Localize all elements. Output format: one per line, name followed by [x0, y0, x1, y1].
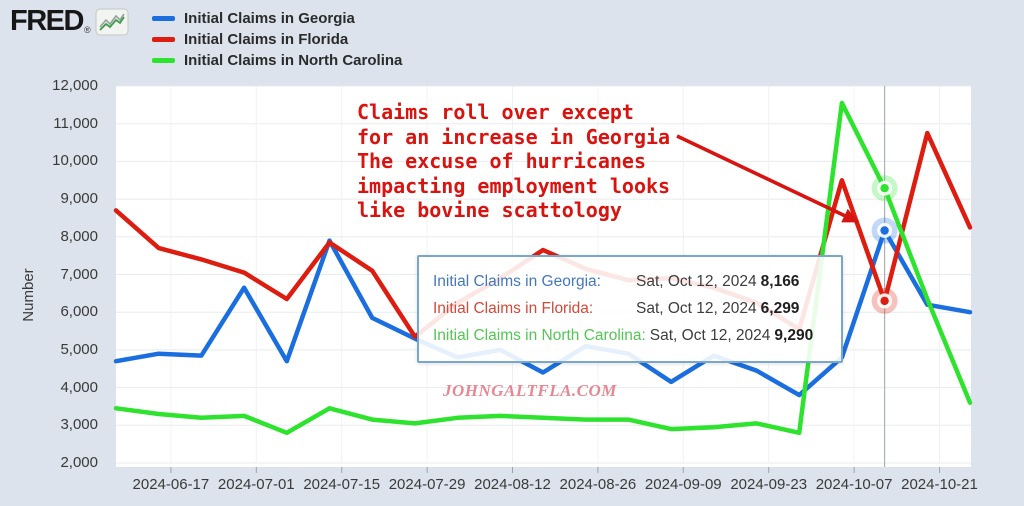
legend-item-georgia: Initial Claims in Georgia	[152, 8, 402, 29]
legend-dash-florida-icon	[152, 37, 175, 42]
tooltip-date-value: Sat, Oct 12, 2024 8,166	[636, 273, 799, 291]
y-axis-tick-label: 11,000	[53, 114, 98, 132]
y-axis-title: Number	[20, 268, 37, 322]
legend-label: Initial Claims in Florida	[184, 31, 349, 48]
tooltip-series-label: Initial Claims in Florida:	[433, 300, 594, 317]
x-axis-tick-label: 2024-07-15	[303, 476, 381, 493]
y-axis-tick-label: 7,000	[60, 265, 98, 283]
annotation-line: for an increase in Georgia	[357, 124, 671, 149]
x-axis-tick-label: 2024-08-26	[559, 476, 637, 493]
annotation-text: Claims roll over except for an increase …	[357, 100, 670, 223]
y-axis-tick-label: 8,000	[60, 227, 98, 245]
y-axis-tick-label: 12,000	[52, 77, 98, 94]
chart-legend: Initial Claims in Georgia Initial Claims…	[152, 8, 402, 71]
tooltip-row-north-carolina: Initial Claims in North Carolina: Sat, O…	[433, 327, 827, 345]
tooltip-date: Sat, Oct 12, 2024	[636, 300, 757, 317]
tooltip-date: Sat, Oct 12, 2024	[636, 273, 757, 290]
tooltip-series-label: Initial Claims in Georgia:	[433, 273, 601, 290]
y-axis-tick-label: 4,000	[60, 378, 98, 396]
registered-mark: ®	[83, 25, 91, 35]
tooltip: Initial Claims in Georgia: Sat, Oct 12, …	[417, 255, 843, 363]
annotation-line: like bovine scattology	[357, 198, 622, 222]
tooltip-row-florida: Initial Claims in Florida: Sat, Oct 12, …	[433, 300, 827, 318]
fred-sparkline-icon	[95, 8, 129, 35]
x-axis-tick-label: 2024-10-07	[815, 476, 893, 493]
y-axis-tick-label: 6,000	[60, 303, 98, 321]
y-axis-tick-label: 3,000	[60, 416, 98, 434]
y-axis-tick-label: 2,000	[60, 454, 98, 471]
x-axis-tick-label: 2024-10-21	[901, 476, 978, 493]
y-axis-tick-label: 9,000	[60, 190, 98, 208]
legend-dash-georgia-icon	[152, 16, 175, 21]
watermark: JOHNGALTFLA.COM	[443, 381, 617, 400]
legend-label: Initial Claims in Georgia	[184, 10, 355, 27]
legend-dash-north-carolina-icon	[152, 58, 175, 63]
legend-label: Initial Claims in North Carolina	[184, 52, 403, 69]
tooltip-value: 9,290	[774, 327, 814, 344]
legend-item-florida: Initial Claims in Florida	[152, 29, 402, 50]
x-axis-tick-label: 2024-09-23	[730, 476, 808, 493]
annotation-line: impacting employment looks	[357, 173, 671, 198]
x-axis-tick-label: 2024-06-17	[132, 476, 210, 493]
tooltip-row-georgia: Initial Claims in Georgia: Sat, Oct 12, …	[433, 273, 827, 291]
fred-logo: FRED ®	[10, 5, 129, 38]
x-axis-tick-label: 2024-07-01	[217, 476, 295, 493]
tooltip-date-value: Sat, Oct 12, 2024 6,299	[636, 300, 799, 318]
y-axis-tick-label: 5,000	[60, 340, 98, 358]
legend-item-north-carolina: Initial Claims in North Carolina	[152, 50, 402, 71]
fred-logo-text: FRED	[10, 5, 84, 37]
tooltip-date-value: Sat, Oct 12, 2024 9,290	[650, 327, 813, 345]
annotation-line: Claims roll over except	[357, 100, 634, 124]
x-axis-tick-label: 2024-07-29	[388, 476, 466, 493]
tooltip-date: Sat, Oct 12, 2024	[649, 327, 771, 344]
y-axis-tick-label: 10,000	[52, 152, 98, 170]
tooltip-value: 6,299	[760, 300, 800, 317]
annotation-line: The excuse of hurricanes	[357, 149, 646, 173]
x-axis-tick-label: 2024-09-09	[644, 476, 722, 493]
tooltip-value: 8,166	[760, 273, 800, 290]
x-axis-tick-label: 2024-08-12	[474, 476, 551, 493]
tooltip-series-label: Initial Claims in North Carolina:	[433, 327, 646, 344]
